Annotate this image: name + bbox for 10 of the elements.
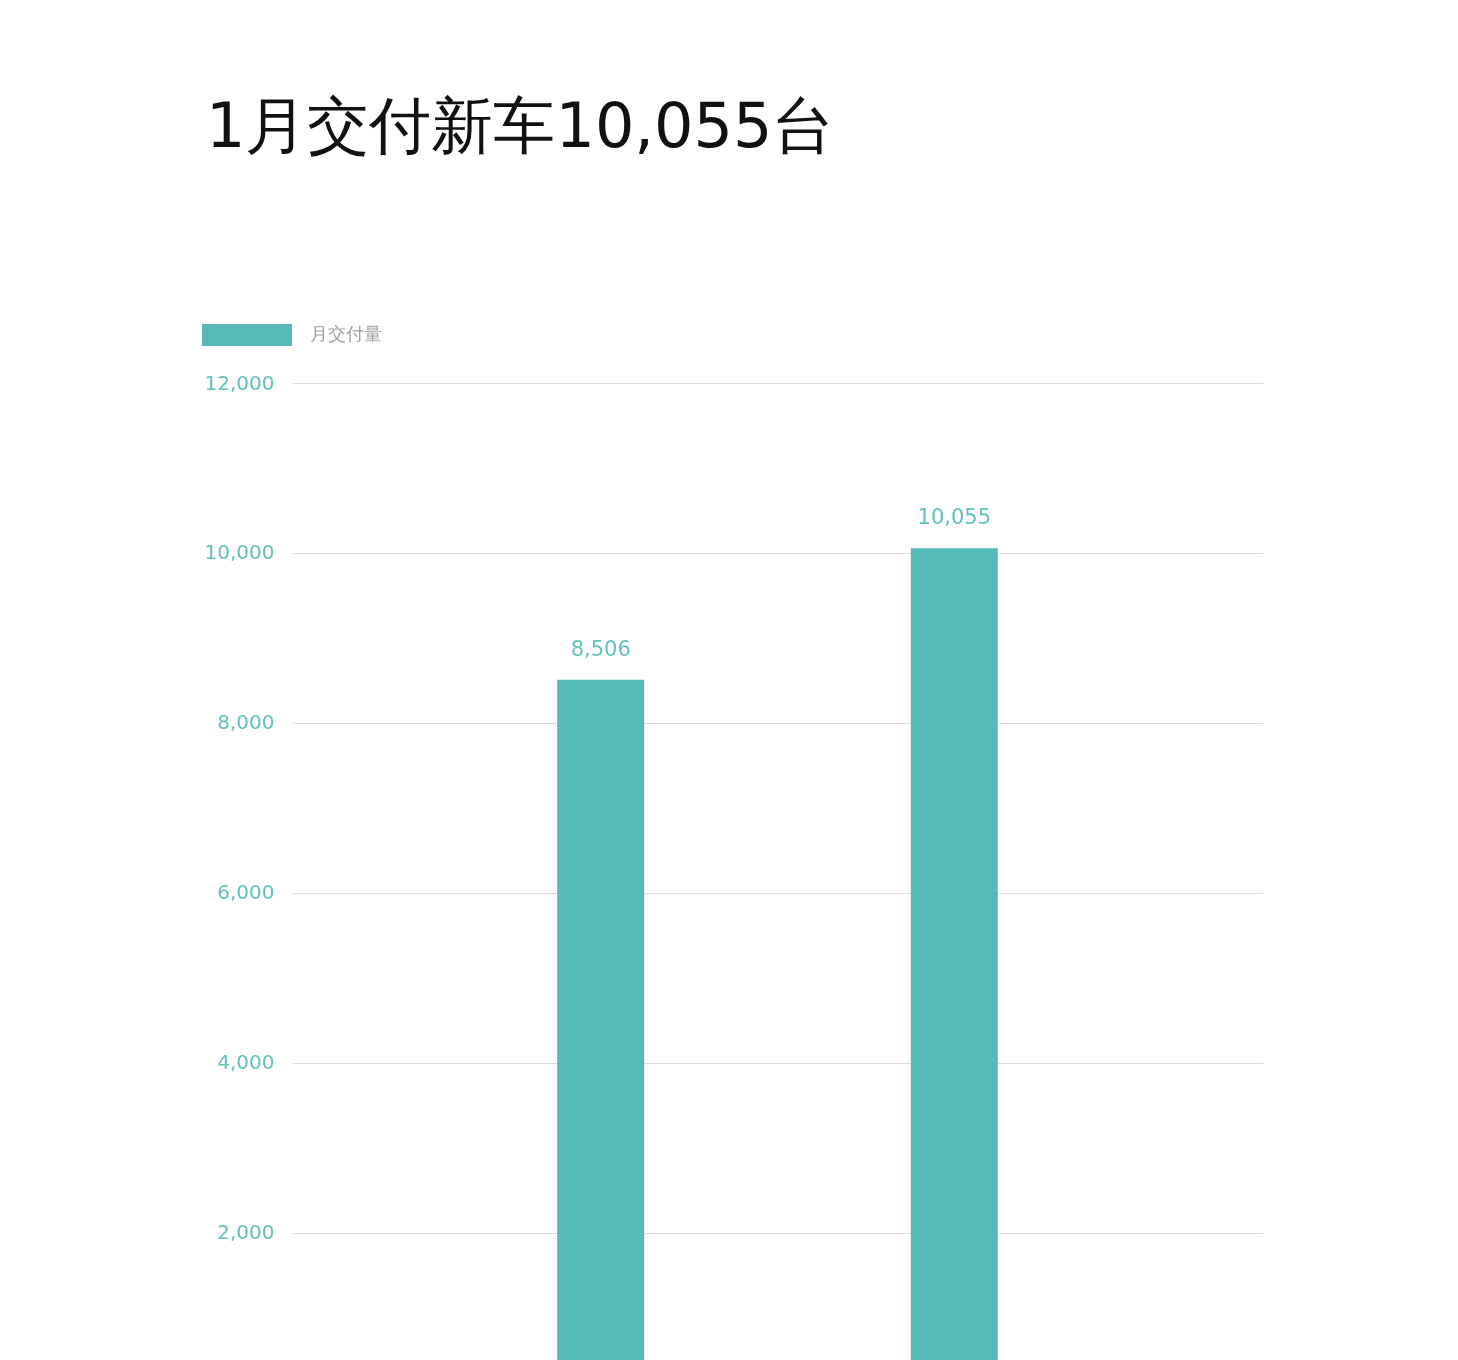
y-tick-label: 6,000 — [217, 880, 275, 905]
y-tick-label: 10,000 — [204, 540, 275, 565]
y-tick-label: 4,000 — [217, 1050, 275, 1075]
legend-label: 月交付量 — [310, 323, 382, 344]
y-tick-label: 8,000 — [217, 710, 275, 735]
data-label: 8,506 — [570, 636, 631, 661]
y-tick-label: 2,000 — [217, 1220, 275, 1245]
chart-title: 1月交付新车10,055台 — [206, 89, 835, 162]
data-label: 10,055 — [917, 505, 992, 530]
y-tick-label: 12,000 — [204, 370, 275, 395]
